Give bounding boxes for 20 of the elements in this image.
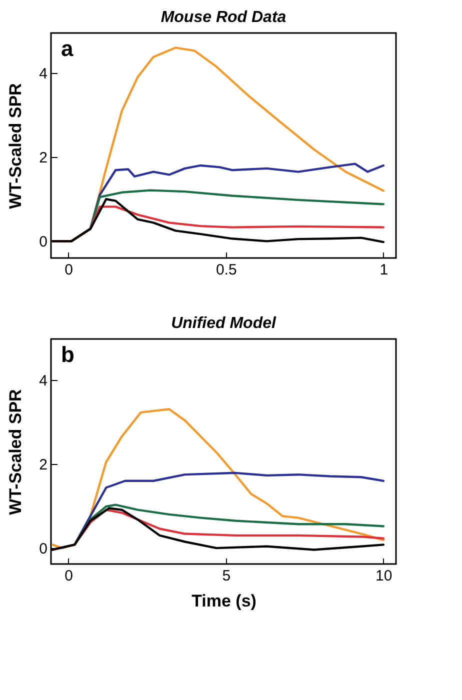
x-axis-title: Time (s)	[192, 592, 256, 610]
chart-title: Mouse Rod Data	[160, 9, 286, 26]
y-axis-title: WT-Scaled SPR	[6, 83, 26, 209]
y-tick-label: 4	[39, 372, 48, 390]
chart-title: Unified Model	[171, 315, 276, 332]
y-tick-label: 2	[39, 456, 48, 474]
x-tick-label: 0	[64, 262, 73, 278]
x-tick-label: 10	[376, 568, 392, 584]
y-tick-label: 0	[39, 540, 48, 558]
annotation: a	[61, 36, 74, 61]
y-tick-label: 4	[39, 65, 48, 82]
y-axis-title: WT-Scaled SPR	[6, 389, 26, 515]
x-tick-label: 0.5	[216, 262, 237, 278]
y-tick-label: 0	[39, 234, 48, 251]
x-tick-label: 1	[380, 262, 388, 278]
line-series	[51, 408, 384, 550]
annotation: b	[61, 342, 74, 367]
x-tick-label: 5	[222, 568, 231, 584]
x-tick-label: 0	[64, 568, 73, 584]
y-tick-label: 2	[39, 150, 48, 167]
